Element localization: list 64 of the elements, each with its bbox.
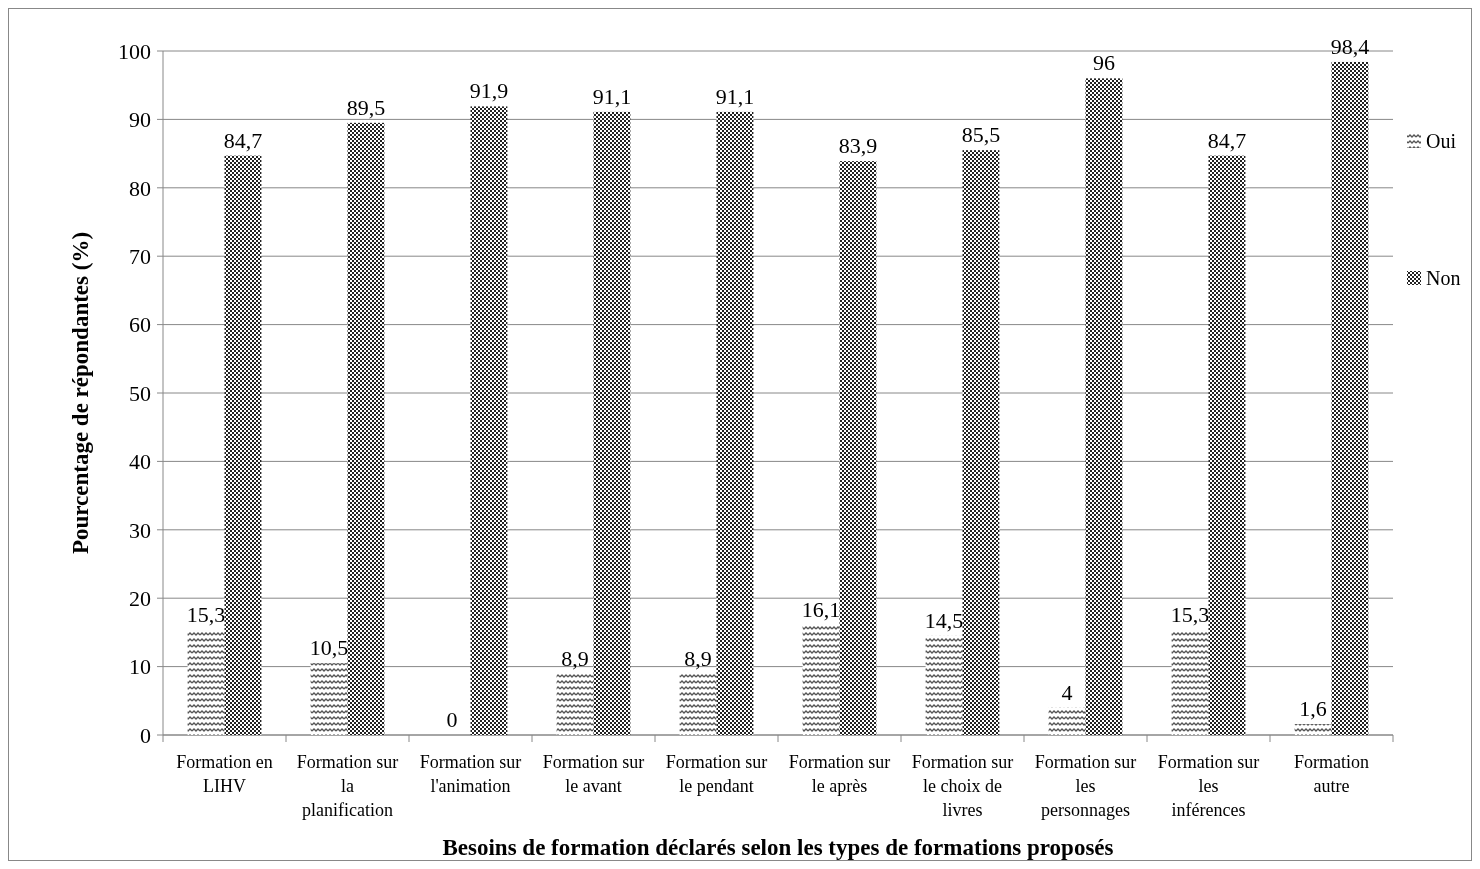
bar bbox=[962, 150, 1000, 735]
bar bbox=[802, 624, 840, 735]
bar bbox=[1294, 724, 1332, 735]
y-axis-title: Pourcentage de répondantes (%) bbox=[68, 231, 93, 555]
y-tick-label: 60 bbox=[129, 312, 151, 338]
bar bbox=[556, 674, 594, 735]
bar bbox=[1171, 630, 1209, 735]
data-label: 14,5 bbox=[924, 607, 964, 633]
x-tick-label: Formation sur les inférences bbox=[1157, 752, 1260, 820]
data-label: 91,1 bbox=[592, 83, 632, 109]
data-label: 85,5 bbox=[961, 122, 1001, 148]
legend-label: Non bbox=[1426, 267, 1461, 289]
data-label: 84,7 bbox=[223, 127, 263, 153]
data-label: 83,9 bbox=[838, 133, 878, 159]
x-tick-label: Formation sur l'animation bbox=[419, 752, 522, 796]
data-label: 91,9 bbox=[469, 78, 509, 104]
data-label: 1,6 bbox=[1299, 696, 1327, 722]
data-label: 8,9 bbox=[684, 646, 712, 672]
bar bbox=[1331, 61, 1369, 735]
bar bbox=[187, 630, 225, 735]
x-tick-label: Formation sur le après bbox=[788, 752, 891, 796]
bar bbox=[1208, 155, 1246, 735]
x-tick-label: Formation sur la planification bbox=[296, 752, 399, 820]
data-label: 96 bbox=[1092, 50, 1115, 76]
x-axis-title: Besoins de formation déclarés selon les types de formations proposés bbox=[442, 835, 1114, 860]
bar bbox=[1048, 707, 1086, 735]
data-label: 84,7 bbox=[1207, 127, 1247, 153]
y-tick-label: 30 bbox=[129, 517, 151, 543]
y-tick-label: 40 bbox=[129, 449, 151, 475]
y-tick-label: 10 bbox=[129, 654, 151, 680]
x-tick-label: Formation sur le choix de livres bbox=[911, 752, 1014, 820]
data-label: 15,3 bbox=[186, 602, 226, 628]
data-label: 8,9 bbox=[561, 646, 589, 672]
bar bbox=[470, 106, 508, 735]
y-tick-label: 90 bbox=[129, 107, 151, 133]
legend-label: Oui bbox=[1426, 130, 1457, 152]
y-tick-label: 20 bbox=[129, 585, 151, 611]
bar bbox=[839, 161, 877, 735]
data-label: 89,5 bbox=[346, 94, 386, 120]
data-label: 10,5 bbox=[309, 635, 349, 661]
x-tick-label: Formation sur le avant bbox=[542, 752, 645, 796]
y-tick-label: 50 bbox=[129, 380, 151, 406]
bar bbox=[310, 663, 348, 735]
x-tick-label: Formation autre bbox=[1294, 752, 1369, 796]
data-label: 4 bbox=[1061, 679, 1073, 705]
y-tick-label: 100 bbox=[118, 38, 151, 64]
y-tick-label: 80 bbox=[129, 175, 151, 201]
bar bbox=[224, 155, 262, 735]
y-tick-label: 70 bbox=[129, 243, 151, 269]
bar bbox=[347, 122, 385, 735]
bar bbox=[925, 635, 963, 735]
x-tick-label: Formation en LIHV bbox=[176, 752, 273, 796]
bar bbox=[1085, 78, 1123, 735]
data-label: 98,4 bbox=[1330, 33, 1370, 59]
bar bbox=[716, 111, 754, 735]
y-tick-label: 0 bbox=[140, 722, 151, 748]
data-label: 16,1 bbox=[801, 596, 841, 622]
bar bbox=[593, 111, 631, 735]
data-label: 91,1 bbox=[715, 83, 755, 109]
data-label: 15,3 bbox=[1170, 602, 1210, 628]
data-label: 0 bbox=[446, 707, 458, 732]
x-tick-label: Formation sur le pendant bbox=[665, 752, 768, 796]
x-tick-label: Formation sur les personnages bbox=[1034, 752, 1137, 820]
bar bbox=[679, 674, 717, 735]
